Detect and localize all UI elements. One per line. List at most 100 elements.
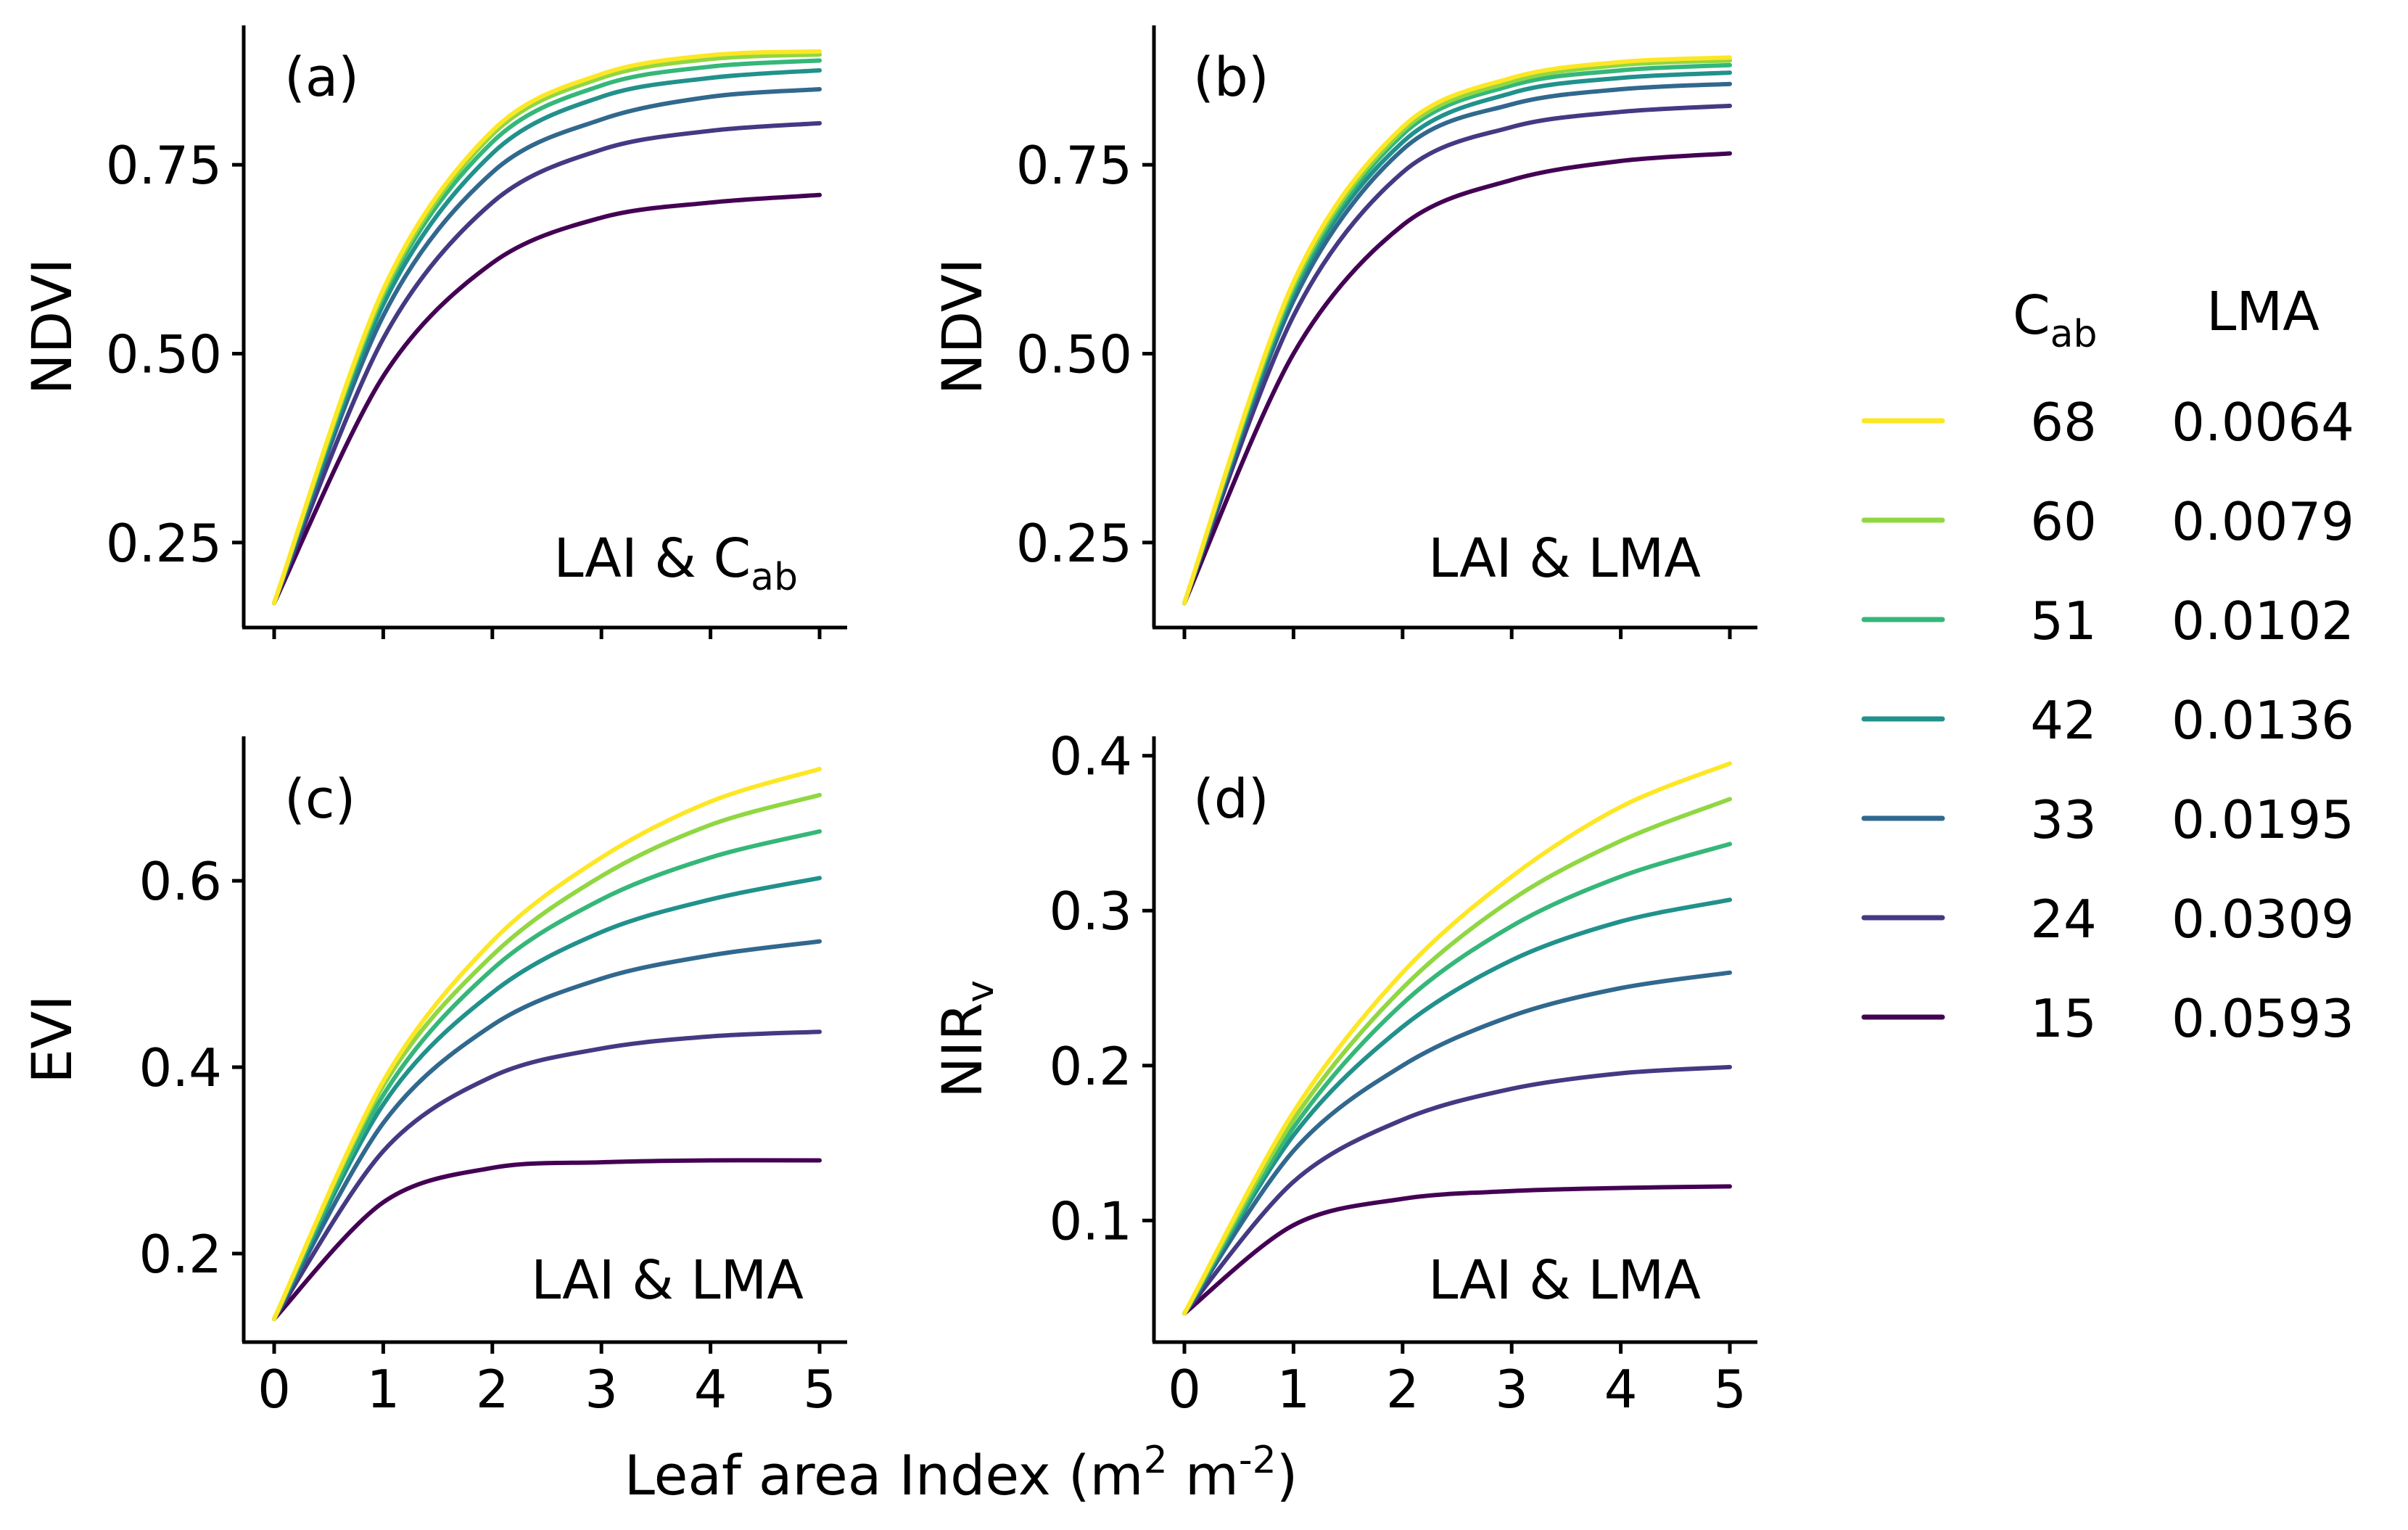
y-tick-label: 0.50 — [1016, 324, 1132, 384]
legend-cab-value: 15 — [2030, 988, 2097, 1049]
series-line-51 — [1182, 62, 1732, 606]
y-tick-label: 0.1 — [1049, 1190, 1132, 1251]
series-line-51 — [1182, 842, 1732, 1316]
legend-header-cab-sub: ab — [2050, 313, 2098, 356]
x-axis-title-sup1: 2 — [1144, 1439, 1168, 1482]
series-line-68 — [272, 767, 822, 1321]
y-axis-title: NDVI — [930, 258, 994, 395]
panel-annotation: LAI & LMA — [1428, 1249, 1701, 1312]
x-tick-label: 3 — [1495, 1359, 1528, 1420]
y-tick-label: 0.2 — [1049, 1036, 1132, 1097]
x-tick-label: 0 — [257, 1359, 291, 1420]
series-line-33 — [1182, 81, 1732, 606]
legend-row-33: 33 0.0195 — [1861, 789, 2354, 850]
x-axis-title: Leaf area Index (m2 m-2) — [624, 1439, 1298, 1508]
series-line-24 — [1182, 1064, 1732, 1316]
series-line-68 — [1182, 55, 1732, 606]
legend-row-42: 42 0.0136 — [1861, 690, 2354, 751]
panel-annotation-main: LAI & C — [553, 527, 751, 590]
panel-annotation: LAI & Cab — [553, 527, 798, 599]
legend-cab-value: 33 — [2030, 789, 2097, 850]
legend-row-24: 24 0.0309 — [1861, 889, 2354, 950]
legend-row-60: 60 0.0079 — [1861, 491, 2354, 552]
legend-lma-value: 0.0136 — [2172, 690, 2354, 751]
legend-header-cab: Cab — [2013, 284, 2098, 356]
x-tick-label: 2 — [1386, 1359, 1419, 1420]
y-tick-label: 0.25 — [106, 513, 222, 574]
series-line-60 — [1182, 797, 1732, 1316]
panel-tag: (a) — [284, 46, 359, 109]
series-line-68 — [272, 49, 822, 606]
panel-tag: (d) — [1193, 768, 1269, 831]
series-line-42 — [1182, 897, 1732, 1316]
panel-c: 0.2 0.4 0.6 0 1 2 3 4 5 EVI (c) LAI & LMA — [20, 736, 847, 1420]
series-line-15 — [272, 192, 822, 606]
y-tick-label: 0.3 — [1049, 881, 1132, 942]
x-tick-label: 4 — [1604, 1359, 1638, 1420]
x-axis-title-end: ) — [1277, 1443, 1298, 1508]
x-tick-label: 2 — [476, 1359, 509, 1420]
y-tick-label: 0.50 — [106, 324, 222, 384]
legend-header-cab-main: C — [2013, 284, 2050, 347]
series-line-15 — [272, 1158, 822, 1321]
y-axis-title-main: NDVI — [930, 258, 994, 395]
legend-lma-value: 0.0309 — [2172, 889, 2354, 950]
y-tick-label: 0.2 — [139, 1224, 222, 1285]
x-axis-title-main: Leaf area Index (m — [624, 1443, 1144, 1508]
panel-tag: (b) — [1193, 46, 1269, 109]
legend-cab-value: 60 — [2030, 491, 2097, 552]
y-axis-title: EVI — [20, 995, 84, 1083]
series-line-51 — [272, 829, 822, 1321]
legend-lma-value: 0.0079 — [2172, 491, 2354, 552]
series-line-15 — [1182, 151, 1732, 606]
panel-annotation: LAI & LMA — [1428, 527, 1701, 590]
series-line-42 — [1182, 70, 1732, 606]
y-axis-title-main: NDVI — [20, 258, 84, 395]
series-line-33 — [272, 87, 822, 606]
x-tick-label: 1 — [1277, 1359, 1310, 1420]
series-line-33 — [1182, 970, 1732, 1316]
y-tick-label: 0.75 — [106, 135, 222, 196]
panel-a: 0.25 0.50 0.75 NDVI (a) LAI & Cab — [20, 25, 847, 639]
legend-row-68: 68 0.0064 — [1861, 392, 2354, 453]
y-tick-label: 0.4 — [1049, 726, 1132, 787]
legend-cab-value: 24 — [2030, 889, 2097, 950]
legend-lma-value: 0.0064 — [2172, 392, 2354, 453]
panel-annotation-main: LAI & LMA — [1428, 527, 1701, 590]
legend-lma-value: 0.0195 — [2172, 789, 2354, 850]
series-line-24 — [1182, 103, 1732, 606]
series-line-24 — [272, 120, 822, 606]
x-tick-label: 3 — [585, 1359, 618, 1420]
y-tick-label: 0.4 — [139, 1037, 222, 1098]
y-axis-title-main: NIR — [930, 1003, 994, 1098]
panel-d: 0.1 0.2 0.3 0.4 0 1 2 3 4 5 NIRv (d) LAI & LMA — [930, 726, 1757, 1420]
y-axis-title: NIRv — [930, 980, 1002, 1098]
series-line-51 — [272, 58, 822, 606]
x-axis-title-mid: m — [1168, 1443, 1239, 1508]
series-line-24 — [272, 1029, 822, 1321]
series-line-33 — [272, 939, 822, 1321]
series-line-68 — [1182, 761, 1732, 1316]
legend-lma-value: 0.0593 — [2172, 988, 2354, 1049]
panel-b: 0.25 0.50 0.75 NDVI (b) LAI & LMA — [930, 25, 1757, 639]
legend-lma-value: 0.0102 — [2172, 591, 2354, 651]
series-line-15 — [1182, 1184, 1732, 1316]
y-tick-label: 0.75 — [1016, 135, 1132, 196]
legend-rows: 68 0.0064 60 0.0079 51 0.0102 42 0.0136 33 0.0195… — [1861, 392, 2354, 1049]
y-tick-label: 0.6 — [139, 851, 222, 912]
x-tick-label: 0 — [1168, 1359, 1201, 1420]
panel-tag: (c) — [284, 768, 355, 831]
x-tick-label: 5 — [803, 1359, 836, 1420]
y-tick-label: 0.25 — [1016, 513, 1132, 574]
legend-cab-value: 68 — [2030, 392, 2097, 453]
series-line-42 — [272, 876, 822, 1321]
x-axis-title-sup2: -2 — [1239, 1439, 1277, 1482]
x-tick-label: 5 — [1713, 1359, 1747, 1420]
legend-cab-value: 51 — [2030, 591, 2097, 651]
y-axis-title: NDVI — [20, 258, 84, 395]
panel-annotation-sub: ab — [751, 556, 798, 599]
y-axis-title-sub: v — [959, 980, 1002, 1003]
legend-header-lma: LMA — [2206, 281, 2320, 343]
legend-cab-value: 42 — [2030, 690, 2097, 751]
